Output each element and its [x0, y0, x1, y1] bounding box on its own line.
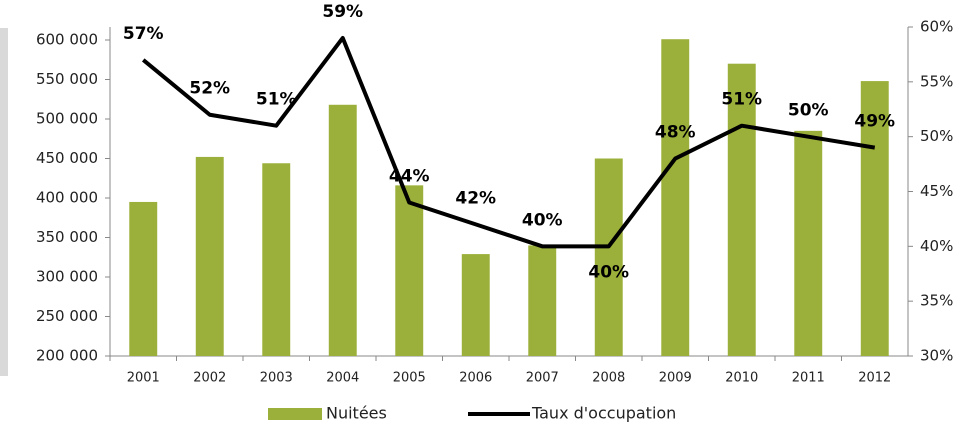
y-tick-label: 500 000: [36, 110, 98, 128]
bar: [262, 163, 291, 356]
legend-swatch: [268, 408, 322, 420]
bar: [395, 185, 424, 356]
x-tick-label: 2011: [792, 371, 825, 386]
bar: [195, 156, 224, 356]
data-label: 42%: [455, 188, 496, 208]
x-tick-label: 2007: [526, 371, 559, 386]
x-tick-label: 2008: [592, 371, 625, 386]
data-label: 50%: [788, 101, 829, 121]
data-label: 57%: [123, 24, 164, 44]
bar: [661, 39, 690, 357]
data-label: 52%: [189, 79, 230, 99]
legend-label: Taux d'occupation: [531, 404, 676, 423]
y-tick-label: 250 000: [36, 307, 98, 325]
data-label: 51%: [721, 90, 762, 110]
y-tick-label: 350 000: [36, 228, 98, 246]
data-label: 40%: [522, 210, 563, 230]
x-tick-label: 2006: [459, 371, 492, 386]
y-tick-label: 200 000: [36, 347, 98, 365]
line: [141, 35, 876, 249]
y-tick-label: 450 000: [36, 149, 98, 167]
bar: [594, 158, 623, 356]
data-label: 44%: [389, 166, 430, 186]
y2-tick-label: 40%: [920, 237, 953, 255]
bar: [461, 254, 490, 356]
legend-label: Nuitées: [326, 404, 387, 423]
data-label: 59%: [322, 2, 363, 22]
data-label: 49%: [854, 112, 895, 132]
y2-tick-label: 60%: [920, 18, 953, 36]
data-label: 51%: [256, 90, 297, 110]
x-tick-label: 2001: [127, 371, 160, 386]
bar: [129, 201, 158, 356]
x-tick-label: 2002: [193, 371, 226, 386]
side-strip: [0, 28, 8, 376]
bar: [794, 130, 823, 356]
x-tick-label: 2005: [393, 371, 426, 386]
y2-tick-label: 30%: [920, 347, 953, 365]
bar: [528, 245, 557, 356]
x-tick-label: 2003: [260, 371, 293, 386]
bar: [328, 104, 357, 356]
y2-tick-label: 35%: [920, 292, 953, 310]
y-tick-label: 600 000: [36, 31, 98, 49]
y-tick-label: 300 000: [36, 268, 98, 286]
x-tick-label: 2010: [725, 371, 758, 386]
y-tick-label: 400 000: [36, 189, 98, 207]
bar: [727, 63, 756, 356]
data-label: 40%: [588, 262, 629, 282]
y-tick-label: 550 000: [36, 70, 98, 88]
y2-tick-label: 55%: [920, 72, 953, 90]
x-tick-label: 2004: [326, 371, 359, 386]
x-tick-label: 2012: [858, 371, 891, 386]
data-label: 48%: [655, 123, 696, 143]
y2-tick-label: 45%: [920, 182, 953, 200]
x-tick-label: 2009: [659, 371, 692, 386]
y2-tick-label: 50%: [920, 127, 953, 145]
bar: [860, 81, 889, 356]
